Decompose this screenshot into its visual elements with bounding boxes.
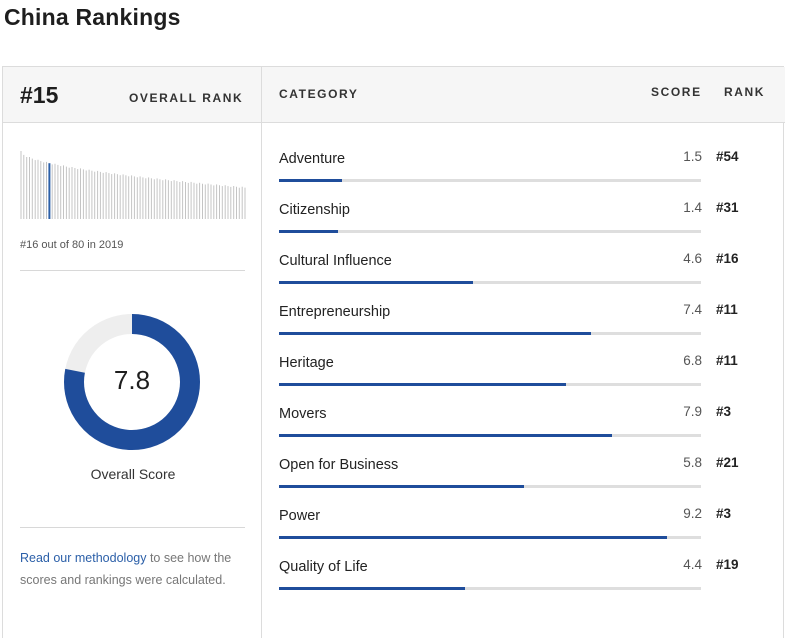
score-bar-track (279, 485, 701, 488)
score-bar-track (279, 383, 701, 386)
divider (20, 527, 245, 528)
rankings-panel: #15 OVERALL RANK #16 out of 80 in 2019 7… (2, 66, 785, 638)
category-header: CATEGORY SCORE RANK (262, 67, 785, 123)
donut-fill (64, 314, 200, 450)
category-name: Citizenship (279, 202, 350, 218)
category-score: 7.9 (683, 404, 702, 419)
overall-score-label: Overall Score (90, 466, 176, 482)
score-bar-track (279, 332, 701, 335)
category-row: Movers 7.9 #3 (262, 404, 785, 457)
category-column-header: CATEGORY (279, 87, 359, 101)
category-score: 1.4 (683, 200, 702, 215)
category-name: Entrepreneurship (279, 304, 391, 320)
category-score: 5.8 (683, 455, 702, 470)
score-bar-track (279, 230, 701, 233)
page-title: China Rankings (4, 4, 181, 30)
rank-column-header: RANK (724, 85, 766, 99)
score-bar-fill (279, 434, 612, 437)
category-score: 1.5 (683, 149, 702, 164)
category-column: CATEGORY SCORE RANK Adventure 1.5 #54 Citiz… (262, 67, 785, 638)
score-bar-fill (279, 332, 591, 335)
category-name: Adventure (279, 151, 346, 167)
category-rank: #3 (716, 506, 732, 521)
score-bar-fill (279, 485, 524, 488)
rank-history-chart (20, 151, 246, 219)
divider (20, 270, 245, 271)
score-bar-fill (279, 536, 667, 539)
category-name: Cultural Influence (279, 253, 392, 269)
category-row: Quality of Life 4.4 #19 (262, 557, 785, 610)
score-bar-fill (279, 281, 473, 284)
category-row: Cultural Influence 4.6 #16 (262, 251, 785, 304)
overall-score-donut (64, 314, 200, 450)
category-rank: #31 (716, 200, 739, 215)
category-name: Movers (279, 406, 327, 422)
category-score: 4.4 (683, 557, 702, 572)
rank-note: #16 out of 80 in 2019 (20, 239, 124, 251)
category-row: Citizenship 1.4 #31 (262, 200, 785, 253)
category-rank: #3 (716, 404, 732, 419)
category-score: 9.2 (683, 506, 702, 521)
category-name: Quality of Life (279, 559, 368, 575)
category-rank: #21 (716, 455, 739, 470)
category-rank: #16 (716, 251, 739, 266)
category-rank: #11 (716, 302, 738, 317)
score-bar-fill (279, 179, 342, 182)
category-rank: #54 (716, 149, 739, 164)
summary-header: #15 OVERALL RANK (3, 67, 261, 123)
score-bar-fill (279, 230, 338, 233)
summary-column: #15 OVERALL RANK #16 out of 80 in 2019 7… (3, 67, 262, 638)
category-name: Heritage (279, 355, 334, 371)
category-name: Power (279, 508, 321, 524)
category-row: Entrepreneurship 7.4 #11 (262, 302, 785, 355)
score-bar-track (279, 434, 701, 437)
overall-rank-label: OVERALL RANK (129, 91, 244, 105)
methodology-text: Read our methodology to see how the scor… (20, 547, 250, 591)
category-score: 6.8 (683, 353, 702, 368)
category-rank: #19 (716, 557, 739, 572)
score-bar-fill (279, 587, 465, 590)
category-row: Open for Business 5.8 #21 (262, 455, 785, 508)
category-row: Power 9.2 #3 (262, 506, 785, 559)
category-score: 4.6 (683, 251, 702, 266)
category-name: Open for Business (279, 457, 399, 473)
score-bar-fill (279, 383, 566, 386)
category-score: 7.4 (683, 302, 702, 317)
score-column-header: SCORE (651, 85, 702, 99)
methodology-link[interactable]: Read our methodology (20, 551, 147, 565)
category-row: Heritage 6.8 #11 (262, 353, 785, 406)
score-bar-track (279, 536, 701, 539)
score-bar-track (279, 281, 701, 284)
methodology-rest: to see how the scores and rankings were … (20, 551, 232, 587)
score-bar-track (279, 587, 701, 590)
category-row: Adventure 1.5 #54 (262, 149, 785, 202)
score-bar-track (279, 179, 701, 182)
category-rank: #11 (716, 353, 738, 368)
overall-score-value: 7.8 (113, 365, 151, 395)
overall-rank-value: #15 (20, 82, 59, 108)
